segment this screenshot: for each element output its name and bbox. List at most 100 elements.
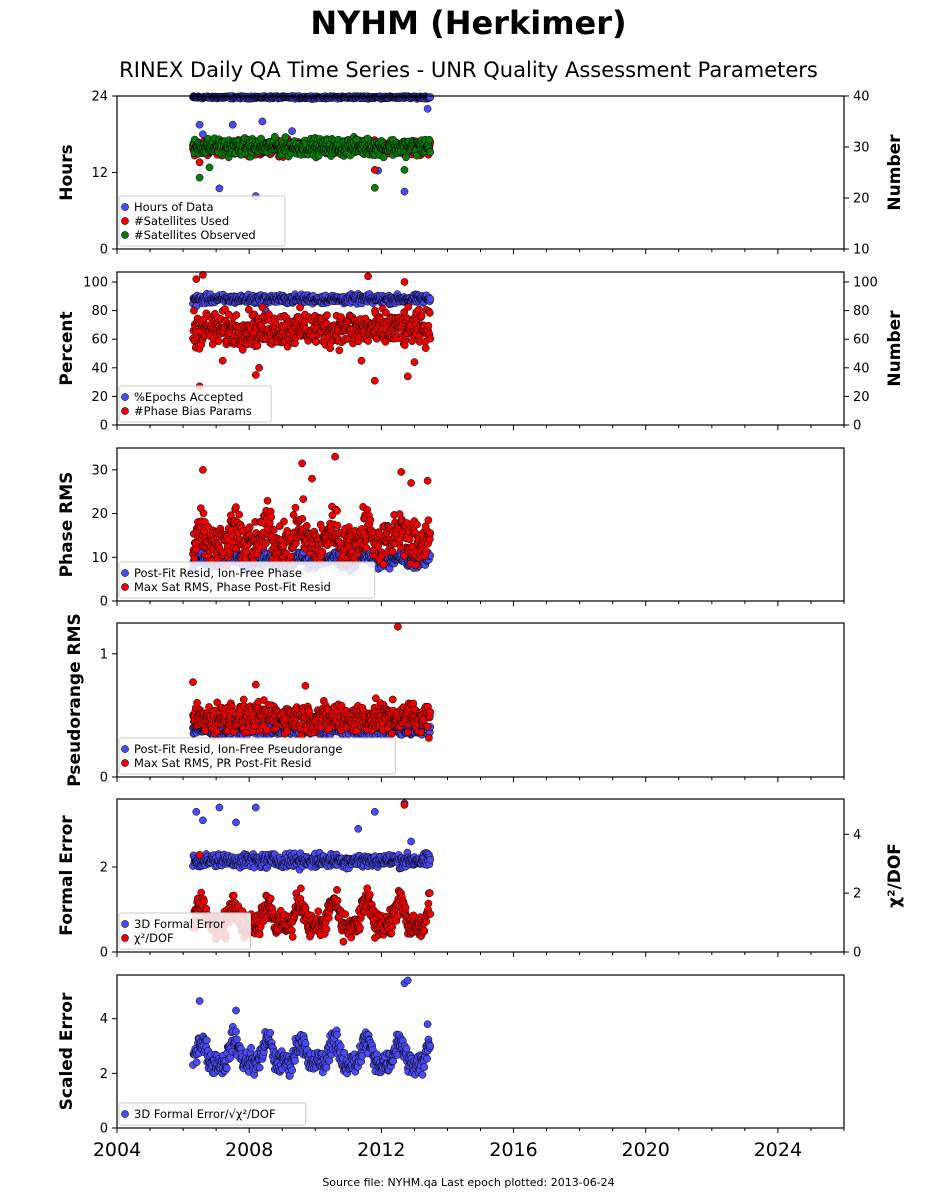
data-point: [228, 707, 237, 716]
data-point: [270, 132, 279, 141]
data-point: [242, 548, 250, 556]
data-point: [421, 344, 430, 352]
y-tick-label: 24: [91, 90, 108, 105]
y-tick-label: 80: [91, 304, 108, 319]
data-point: [402, 153, 410, 162]
y-tick-label: 0: [100, 419, 108, 434]
data-point: [291, 503, 300, 512]
data-point: [417, 728, 425, 737]
data-point: [426, 93, 435, 101]
data-point: [426, 295, 435, 303]
data-point: [255, 363, 263, 372]
data-point: [425, 135, 434, 144]
y-axis-label: Pseudorange RMS: [65, 613, 85, 787]
data-point: [323, 311, 331, 320]
y-tick-label-right: 0: [853, 419, 861, 434]
data-point: [366, 516, 375, 524]
data-point: [318, 547, 327, 556]
data-point: [298, 514, 307, 523]
y-tick-label: 20: [91, 390, 108, 405]
y-axis-label: Percent: [57, 311, 77, 385]
data-point: [425, 309, 434, 317]
data-point: [394, 622, 402, 631]
data-point: [422, 547, 431, 556]
data-point: [215, 184, 224, 193]
y-axis-label: Phase RMS: [57, 472, 77, 578]
legend-label: Max Sat RMS, Phase Post-Fit Resid: [134, 580, 331, 594]
y-tick-label-right: 60: [853, 333, 870, 348]
data-point: [195, 120, 204, 129]
legend-marker: [121, 203, 129, 211]
data-point: [199, 466, 207, 474]
y-tick-label: 0: [100, 243, 108, 258]
data-point: [189, 678, 197, 686]
data-point: [271, 318, 280, 326]
data-point: [388, 695, 397, 704]
data-point: [232, 503, 240, 511]
y-tick-label: 30: [91, 463, 108, 478]
data-point: [423, 104, 432, 113]
y-axis-label-right: Number: [885, 310, 905, 387]
y-tick-label: 10: [91, 551, 108, 566]
data-point: [190, 306, 198, 315]
y-tick-label-right: 100: [853, 276, 878, 291]
data-point: [299, 495, 308, 503]
y-tick-label-right: 30: [853, 141, 870, 156]
data-point: [192, 275, 201, 283]
y-tick-label-right: 40: [853, 90, 870, 105]
data-point: [426, 148, 435, 156]
data-point: [388, 729, 396, 738]
data-point: [193, 698, 201, 707]
data-point: [283, 727, 292, 735]
data-point: [404, 303, 413, 311]
legend-marker: [121, 569, 129, 577]
legend-label: #Satellites Observed: [134, 228, 256, 242]
legend-label: Max Sat RMS, PR Post-Fit Resid: [134, 756, 311, 770]
legend-1: Hours of Data#Satellites Used#Satellites…: [118, 195, 286, 247]
data-point: [331, 452, 339, 461]
data-point: [199, 509, 208, 518]
data-point: [333, 506, 341, 515]
data-point: [333, 521, 342, 530]
data-point: [212, 727, 221, 736]
data-point: [199, 130, 207, 139]
data-point: [195, 173, 204, 182]
data-point: [251, 371, 260, 379]
y-tick-label: 0: [100, 595, 108, 610]
y-tick-label: 100: [83, 276, 108, 291]
y-axis-left-3: 0 10 20 30 Phase RMS: [57, 463, 117, 610]
data-point: [423, 722, 432, 731]
series-4-2: [189, 622, 435, 742]
data-point: [235, 510, 244, 519]
legend-label: #Satellites Used: [134, 214, 229, 228]
y-tick-label: 20: [91, 507, 108, 522]
data-point: [370, 166, 379, 174]
legend-marker: [121, 745, 129, 753]
figure-subtitle: RINEX Daily QA Time Series - UNR Quality…: [119, 58, 818, 82]
data-point: [263, 496, 272, 505]
data-point: [205, 163, 214, 172]
data-point: [239, 695, 248, 704]
panel-3: 0 10 20 30 Phase RMS Post-Fit Resid, Ion-Free…: [57, 447, 845, 610]
data-point: [424, 516, 433, 525]
data-point: [425, 734, 433, 742]
data-point: [288, 127, 296, 135]
data-point: [426, 334, 435, 343]
data-point: [312, 338, 320, 346]
data-point: [228, 120, 237, 129]
series-1-3: [189, 132, 435, 192]
data-point: [400, 278, 409, 286]
data-point: [298, 459, 306, 468]
y-tick-label: 0: [100, 771, 108, 786]
data-point: [400, 166, 409, 174]
data-point: [400, 187, 409, 196]
figure-title: NYHM (Herkimer): [310, 4, 627, 42]
